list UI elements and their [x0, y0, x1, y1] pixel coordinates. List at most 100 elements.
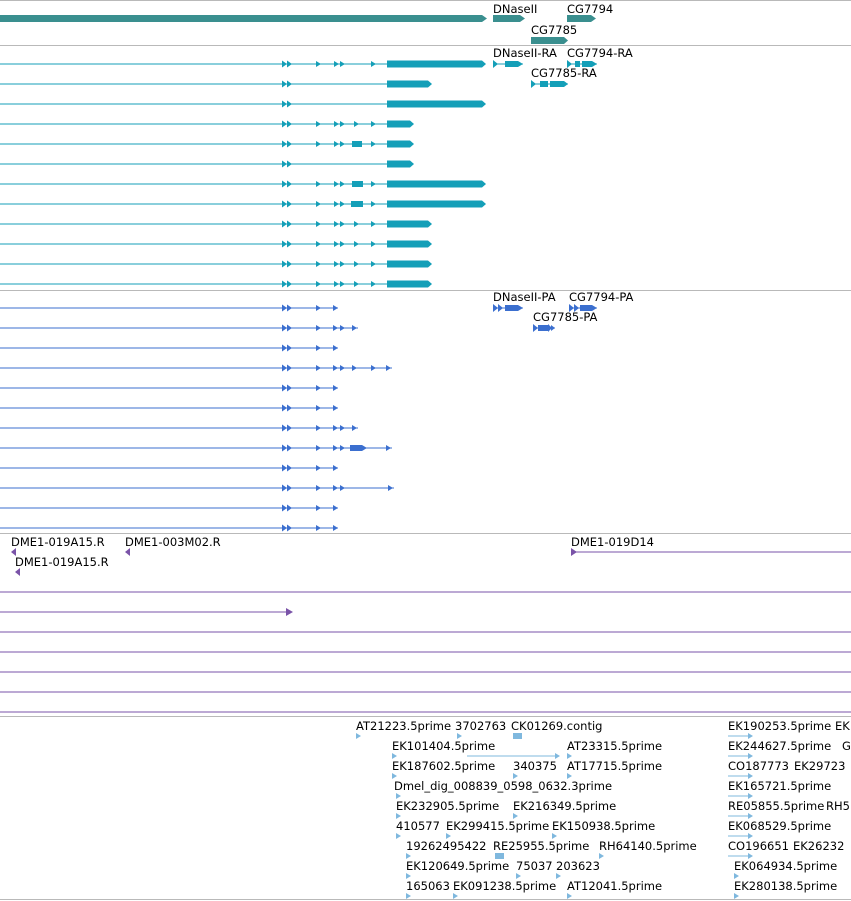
mrna-feature[interactable]: [0, 260, 432, 268]
gene-feature-cg7794[interactable]: CG7794: [567, 2, 613, 22]
protein-label: CG7785-PA: [533, 310, 598, 324]
mrna-feature[interactable]: [0, 220, 432, 228]
est-feature[interactable]: 3702763: [455, 719, 506, 739]
protein-feature[interactable]: [0, 524, 338, 532]
protein-feature[interactable]: [0, 344, 338, 352]
est-label: EK068529.5prime: [728, 819, 831, 833]
est-label: EK165721.5prime: [728, 779, 831, 793]
est-feature[interactable]: EK: [835, 719, 850, 733]
est-feature[interactable]: CO187773: [728, 759, 789, 779]
est-label: AT23315.5prime: [567, 739, 662, 753]
protein-feature[interactable]: [0, 324, 358, 332]
gene-feature[interactable]: [0, 15, 487, 22]
est-feature[interactable]: AT17715.5prime: [567, 759, 662, 779]
est-label: EK150938.5prime: [552, 819, 655, 833]
mrna-feature[interactable]: [0, 200, 486, 208]
est-feature[interactable]: EK101404.5prime: [392, 739, 560, 759]
est-feature[interactable]: Dmel_dig_008839_0598_0632.3prime: [394, 779, 612, 799]
est-feature[interactable]: 340375: [513, 759, 557, 779]
mrna-feature[interactable]: [0, 80, 432, 88]
est-feature[interactable]: 19262495422: [406, 839, 486, 859]
mrna-feature[interactable]: [0, 160, 414, 168]
est-feature[interactable]: EK26232: [793, 839, 844, 853]
mrna-label: CG7794-RA: [567, 46, 633, 60]
clone-feature[interactable]: DME1-019A15.R: [11, 535, 105, 556]
mrna-feature-cg7785-ra[interactable]: CG7785-RA: [531, 66, 597, 88]
est-label: EK101404.5prime: [392, 739, 495, 753]
protein-feature[interactable]: [0, 404, 338, 412]
est-feature[interactable]: EK280138.5prime: [734, 879, 837, 899]
protein-feature-cg7785-pa[interactable]: CG7785-PA: [533, 310, 598, 332]
est-feature[interactable]: 410577: [396, 819, 440, 839]
est-feature[interactable]: EK120649.5prime: [406, 859, 509, 879]
protein-feature[interactable]: [0, 504, 338, 512]
est-feature[interactable]: EK232905.5prime: [396, 799, 499, 819]
protein-feature[interactable]: [0, 424, 358, 432]
est-feature[interactable]: EK064934.5prime: [734, 859, 837, 879]
protein-feature[interactable]: [0, 364, 392, 372]
mrna-track-labels: DNaseII-RA CG7794-RA CG7785-RA: [493, 46, 633, 88]
est-label: 3702763: [455, 719, 506, 733]
mrna-label: DNaseII-RA: [493, 46, 557, 60]
est-feature[interactable]: EK165721.5prime: [728, 779, 831, 799]
est-label: EK299415.5prime: [446, 819, 549, 833]
clone-feature[interactable]: DME1-019A15.R: [15, 555, 109, 576]
est-feature[interactable]: RE25955.5prime: [493, 839, 589, 859]
est-feature[interactable]: CK01269.contig: [511, 719, 602, 739]
est-label: RH5: [826, 799, 850, 813]
est-feature[interactable]: EK299415.5prime: [446, 819, 549, 839]
est-label: EK232905.5prime: [396, 799, 499, 813]
gene-feature-dnaseii[interactable]: DNaseII: [493, 2, 537, 22]
mrna-feature-dnaseii-ra[interactable]: DNaseII-RA: [493, 46, 557, 68]
est-label: G: [842, 739, 851, 753]
est-label: AT12041.5prime: [567, 879, 662, 893]
est-track: AT21223.5prime 3702763 CK01269.contig EK…: [356, 719, 851, 899]
protein-track: [0, 304, 394, 532]
est-feature[interactable]: EK187602.5prime: [392, 759, 495, 779]
est-feature[interactable]: EK29723: [794, 759, 845, 773]
est-feature[interactable]: EK216349.5prime: [513, 799, 616, 819]
est-feature[interactable]: EK244627.5prime: [728, 739, 831, 759]
est-feature[interactable]: EK068529.5prime: [728, 819, 831, 839]
protein-feature[interactable]: [0, 304, 338, 312]
est-label: EK280138.5prime: [734, 879, 837, 893]
mrna-feature[interactable]: [0, 180, 486, 188]
est-feature[interactable]: G: [842, 739, 851, 753]
est-feature[interactable]: RH5: [826, 799, 850, 813]
est-feature[interactable]: 203623: [556, 859, 600, 879]
clone-label: DME1-003M02.R: [125, 535, 221, 549]
protein-feature-cg7794-pa[interactable]: CG7794-PA: [569, 290, 634, 312]
gene-label: CG7794: [567, 2, 613, 16]
est-feature[interactable]: AT21223.5prime: [356, 719, 451, 739]
protein-feature[interactable]: [0, 444, 392, 452]
est-feature[interactable]: CO196651: [728, 839, 789, 859]
clone-feature[interactable]: [0, 608, 293, 616]
protein-feature[interactable]: [0, 464, 338, 472]
mrna-feature[interactable]: [0, 240, 432, 248]
clone-feature[interactable]: DME1-019D14: [571, 535, 851, 556]
mrna-feature[interactable]: [0, 100, 486, 108]
protein-feature-dnaseii-pa[interactable]: DNaseII-PA: [493, 290, 556, 312]
est-feature[interactable]: 165063: [406, 879, 450, 899]
est-feature[interactable]: AT23315.5prime: [567, 739, 662, 759]
est-feature[interactable]: EK091238.5prime: [453, 879, 556, 899]
mrna-feature[interactable]: [0, 120, 414, 128]
protein-feature[interactable]: [0, 484, 394, 492]
est-label: EK244627.5prime: [728, 739, 831, 753]
est-label: 410577: [396, 819, 440, 833]
protein-feature[interactable]: [0, 384, 338, 392]
clone-feature[interactable]: DME1-003M02.R: [125, 535, 221, 556]
est-feature[interactable]: EK150938.5prime: [552, 819, 655, 839]
mrna-feature-cg7794-ra[interactable]: CG7794-RA: [567, 46, 633, 68]
est-feature[interactable]: 75037: [516, 859, 553, 879]
est-feature[interactable]: AT12041.5prime: [567, 879, 662, 899]
mrna-feature[interactable]: [0, 140, 414, 148]
gene-feature-cg7785[interactable]: CG7785: [531, 23, 577, 44]
est-feature[interactable]: RE05855.5prime: [728, 799, 824, 819]
mrna-feature[interactable]: [0, 60, 486, 68]
est-feature[interactable]: RH64140.5prime: [599, 839, 697, 859]
mrna-feature[interactable]: [0, 280, 432, 288]
est-feature[interactable]: EK190253.5prime: [728, 719, 831, 739]
